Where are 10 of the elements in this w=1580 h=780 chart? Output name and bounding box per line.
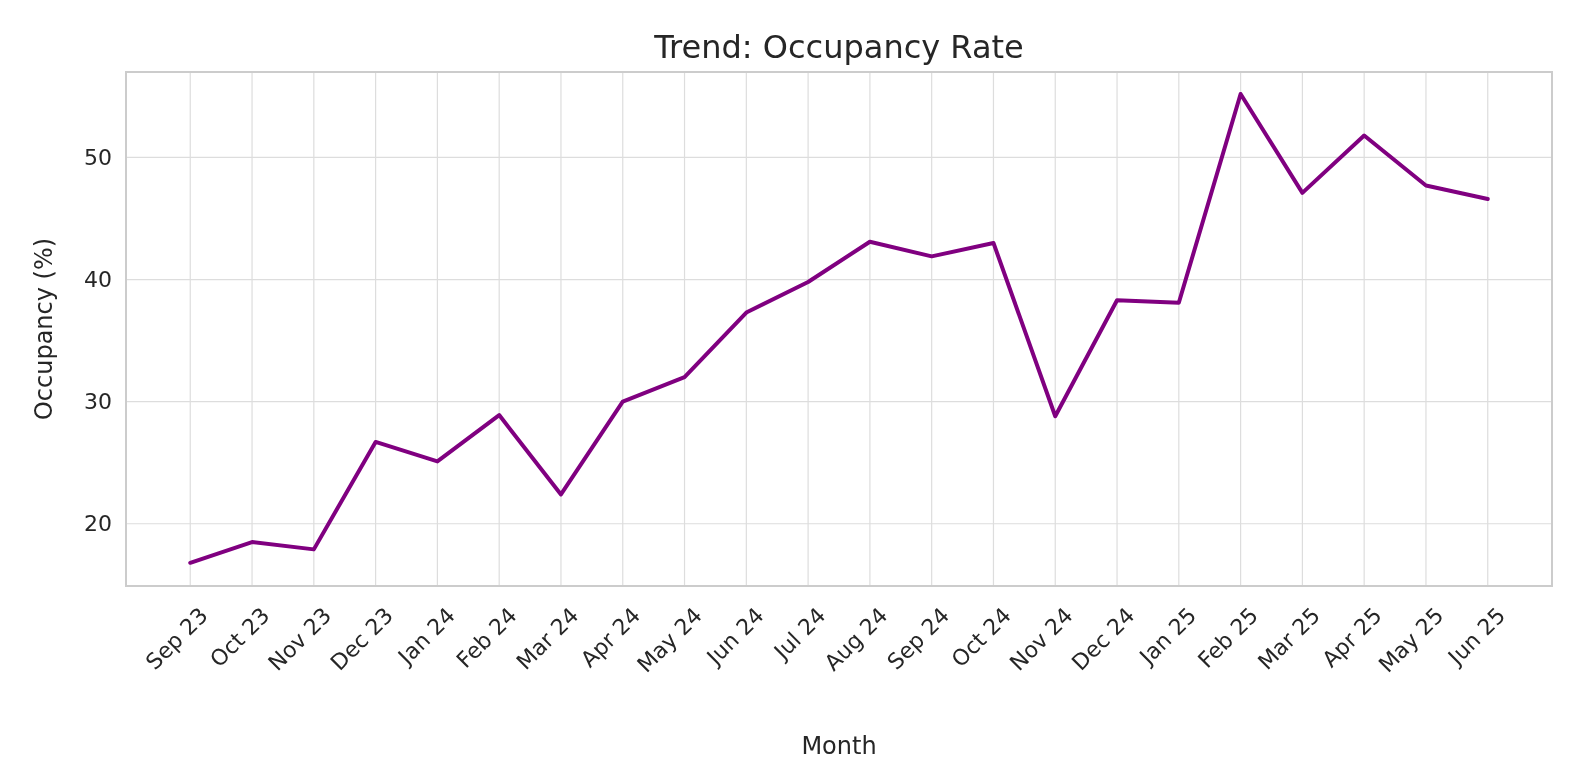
x-axis-title: Month [801, 732, 877, 760]
y-axis-title: Occupancy (%) [30, 237, 58, 421]
y-tick-label: 50 [84, 145, 112, 171]
x-tick-label: Jun 24 [700, 602, 769, 671]
chart-title: Trend: Occupancy Rate [653, 28, 1024, 66]
y-tick-label: 40 [84, 267, 112, 293]
y-tick-label: 30 [84, 389, 112, 415]
y-tick-label: 20 [84, 511, 112, 537]
x-tick-label: Jun 25 [1442, 602, 1511, 671]
line-series [188, 91, 1490, 565]
